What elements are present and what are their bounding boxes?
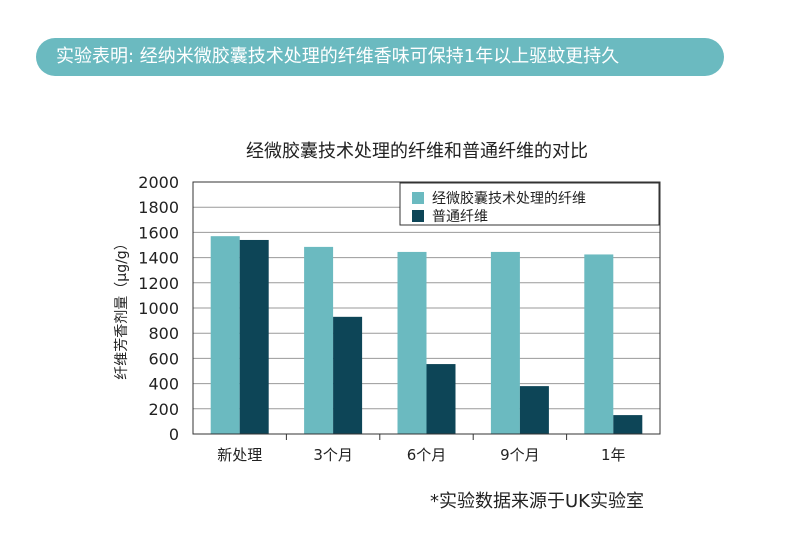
y-tick-label: 800 <box>148 324 179 343</box>
bar-treated-4 <box>584 254 614 434</box>
x-tick-label: 3个月 <box>313 446 353 464</box>
chart-title: 经微胶囊技术处理的纤维和普通纤维的对比 <box>246 141 588 162</box>
bar-ordinary-3 <box>519 386 549 434</box>
y-tick-label: 600 <box>148 349 179 368</box>
banner: 实验表明: 经纳米微胶囊技术处理的纤维香味可保持1年以上驱蚊更持久 <box>36 38 724 76</box>
bar-ordinary-0 <box>239 239 269 434</box>
bar-treated-1 <box>304 246 334 434</box>
y-tick-label: 1600 <box>138 223 179 242</box>
x-ticks: 新处理 3个月 6个月 9个月 1年 <box>217 434 626 464</box>
bar-ordinary-2 <box>426 364 456 434</box>
bar-treated-3 <box>490 251 520 434</box>
y-axis-label: 纤维芳香剂量（μg/g） <box>113 236 130 379</box>
y-tick-label: 400 <box>148 375 179 394</box>
x-tick-label: 1年 <box>601 446 626 464</box>
y-tick-label: 1200 <box>138 274 179 293</box>
y-tick-label: 0 <box>169 425 179 444</box>
bar-treated-0 <box>210 236 240 434</box>
y-ticks: 0 200 400 600 800 1000 1200 1400 1600 1800 2000 <box>138 173 179 444</box>
legend-swatch-0 <box>412 192 424 204</box>
bars-layer <box>210 236 643 434</box>
y-tick-label: 1400 <box>138 249 179 268</box>
y-tick-label: 1000 <box>138 299 179 318</box>
x-tick-label: 新处理 <box>217 446 262 464</box>
legend-swatch-1 <box>412 210 424 222</box>
x-tick-label: 9个月 <box>500 446 540 464</box>
legend-label-0: 经微胶囊技术处理的纤维 <box>432 190 586 207</box>
y-tick-label: 200 <box>148 400 179 419</box>
plot-frame <box>192 181 661 435</box>
x-tick-label: 6个月 <box>407 446 447 464</box>
legend-label-1: 普通纤维 <box>432 209 488 225</box>
bar-ordinary-4 <box>613 415 643 434</box>
legend-box <box>399 182 660 226</box>
bar-treated-2 <box>397 251 427 434</box>
y-tick-label: 1800 <box>138 198 179 217</box>
footnote: *实验数据来源于UK实验室 <box>430 491 644 512</box>
y-tick-label: 2000 <box>138 173 179 192</box>
bar-ordinary-1 <box>333 316 363 434</box>
